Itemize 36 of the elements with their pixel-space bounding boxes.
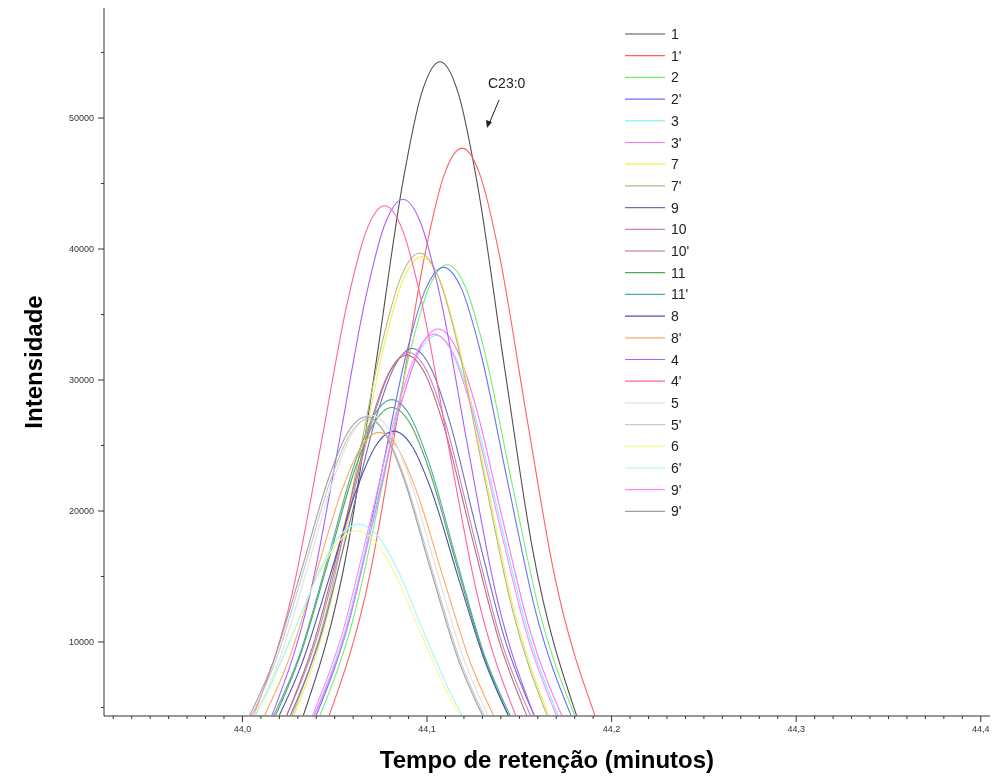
legend-label: 11'	[671, 286, 689, 303]
x-tick-label: 44,1	[418, 724, 436, 734]
legend-label: 2	[671, 69, 679, 86]
legend-label: 4'	[671, 373, 682, 390]
y-axis-title: Intensidade	[20, 295, 47, 429]
legend-label: 8'	[671, 329, 682, 346]
legend-label: 4	[671, 351, 679, 368]
legend-label: 10	[671, 221, 687, 238]
legend-label: 7	[671, 156, 679, 173]
legend-label: 5	[671, 394, 679, 411]
x-axis-title: Tempo de retenção (minutos)	[379, 746, 715, 773]
annotation: C23:0	[488, 75, 526, 91]
legend-label: 10'	[671, 243, 690, 259]
x-tick-label: 44,3	[787, 724, 805, 734]
legend-label: 7'	[671, 177, 682, 194]
x-tick-label: 44,0	[233, 724, 252, 734]
legend-label: 1'	[671, 47, 682, 64]
legend-label: 11	[671, 264, 686, 281]
legend-label: 1	[671, 26, 679, 42]
y-tick-label: 10000	[68, 636, 94, 647]
x-tick-label: 44,2	[602, 724, 621, 734]
legend-label: 2'	[671, 91, 682, 108]
legend-label: 6	[671, 438, 679, 455]
y-tick-label: 20000	[68, 506, 94, 516]
legend-label: 6'	[671, 460, 682, 476]
y-tick-label: 50000	[68, 113, 94, 124]
y-tick-label: 30000	[68, 375, 94, 386]
legend-label: 5'	[671, 416, 682, 433]
legend-label: 3	[671, 112, 679, 129]
legend-label: 8	[671, 308, 679, 325]
y-tick-label: 40000	[68, 244, 94, 255]
legend-label: 9	[671, 199, 679, 216]
x-tick-label: 44,4	[972, 724, 990, 734]
legend-label: 9'	[671, 481, 682, 498]
legend-label: 3'	[671, 134, 682, 151]
legend-label: 9'	[671, 503, 682, 520]
